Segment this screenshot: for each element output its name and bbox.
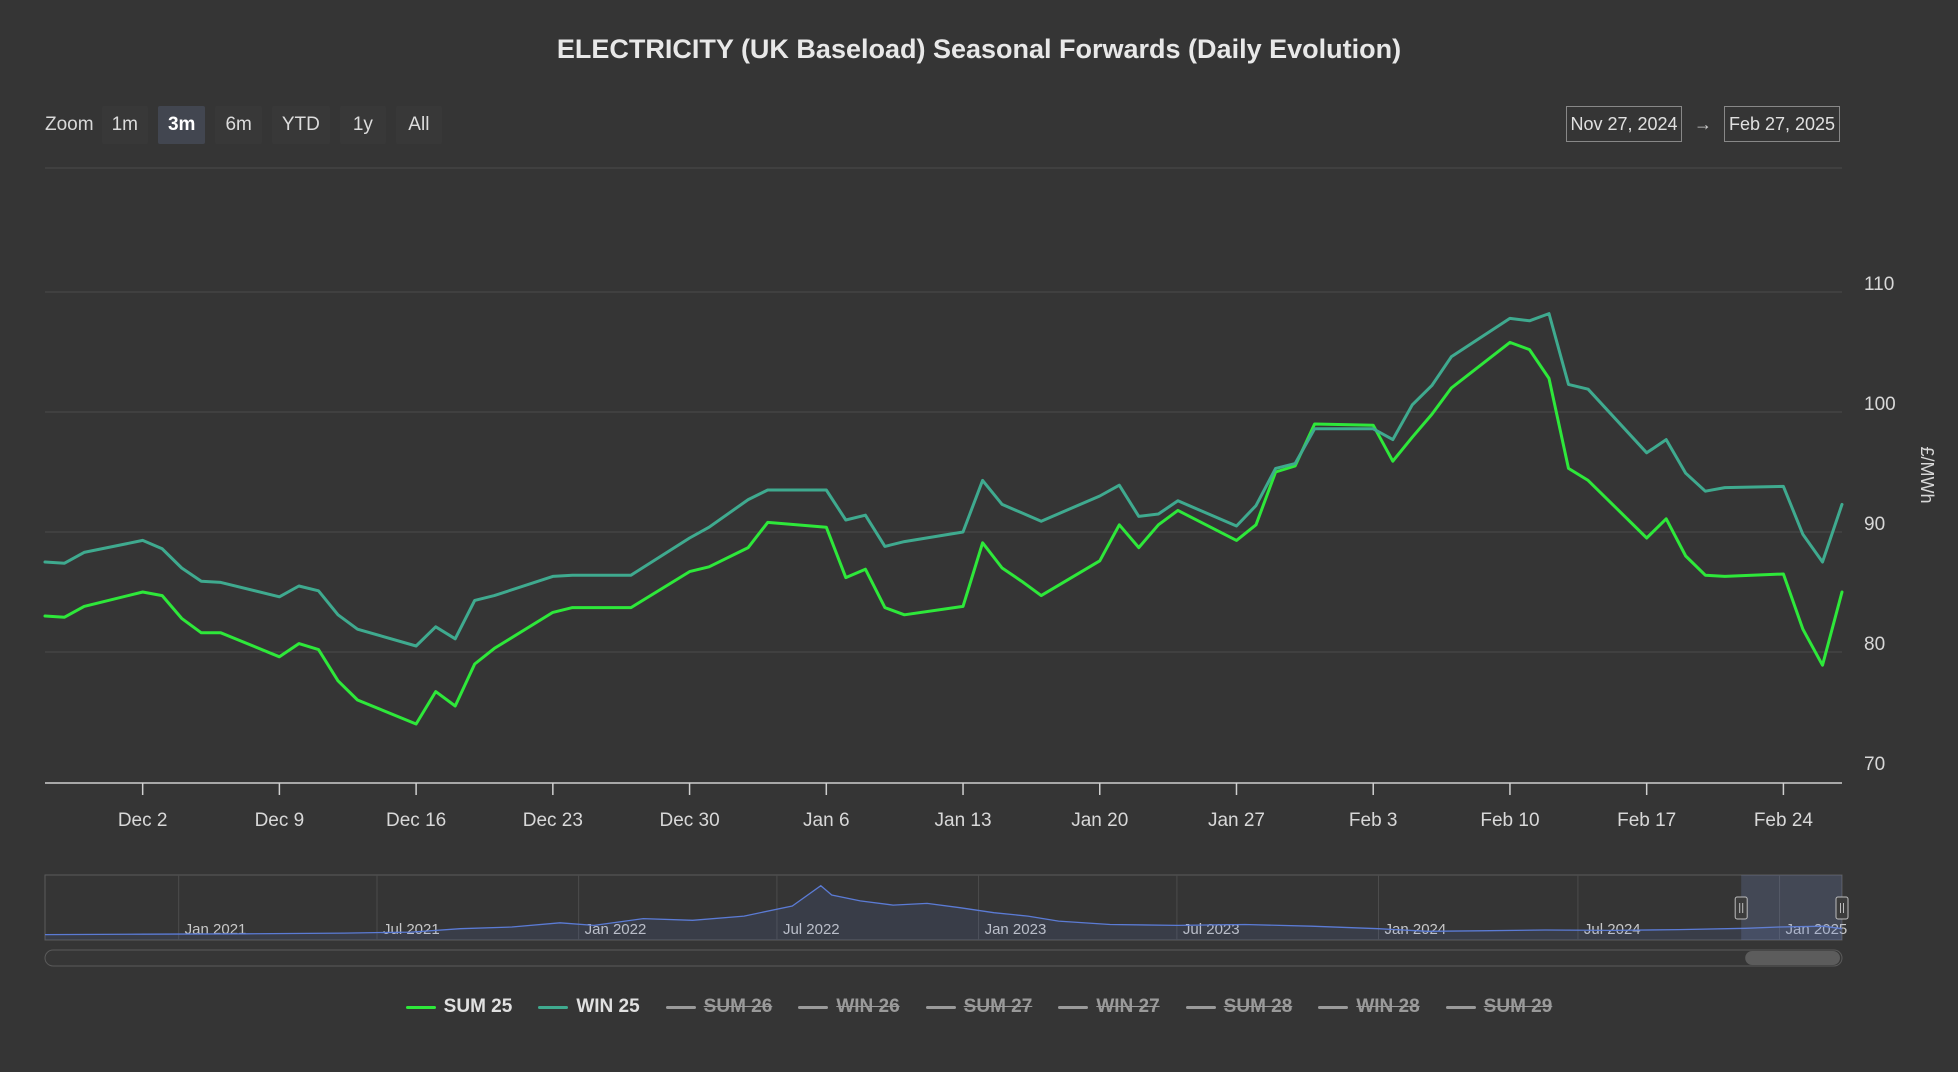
range-from-input[interactable] <box>1566 106 1682 142</box>
y-axis-title: £/MWh <box>1917 446 1937 503</box>
zoom-label: Zoom <box>45 114 94 135</box>
navigator-tick-label: Jul 2022 <box>783 921 840 938</box>
legend-label: SUM 28 <box>1223 996 1293 1017</box>
legend-item-win-25[interactable]: WIN 25 <box>538 996 640 1018</box>
legend-label: WIN 26 <box>836 996 900 1017</box>
legend-item-sum-25[interactable]: SUM 25 <box>405 996 513 1018</box>
y-tick-label: 80 <box>1864 634 1885 655</box>
navigator-tick-label: Jan 2022 <box>585 921 647 938</box>
legend-swatch <box>1445 1005 1476 1009</box>
legend: SUM 25 WIN 25 SUM 26 WIN 26 SUM 27 WIN 27 SUM … <box>0 996 1958 1018</box>
x-tick-label: Feb 24 <box>1754 810 1814 831</box>
x-tick-label: Jan 6 <box>803 810 849 831</box>
legend-swatch <box>538 1005 569 1009</box>
range-to-input[interactable] <box>1724 106 1840 142</box>
x-tick-label: Jan 13 <box>935 810 992 831</box>
x-tick-label: Dec 23 <box>523 810 583 831</box>
zoom-button-3m[interactable]: 3m <box>157 106 206 144</box>
x-tick-label: Dec 9 <box>255 810 305 831</box>
scrollbar-thumb[interactable] <box>1745 951 1840 965</box>
navigator-tick-label: Jul 2024 <box>1584 921 1641 938</box>
legend-label: WIN 25 <box>576 996 640 1017</box>
legend-item-win-27[interactable]: WIN 27 <box>1058 996 1160 1018</box>
zoom-button-1m[interactable]: 1m <box>101 106 148 144</box>
zoom-button-6m[interactable]: 6m <box>215 106 262 144</box>
legend-item-sum-27[interactable]: SUM 27 <box>925 996 1033 1018</box>
x-tick-label: Feb 3 <box>1349 810 1398 831</box>
legend-swatch <box>925 1005 956 1009</box>
legend-item-sum-26[interactable]: SUM 26 <box>665 996 773 1018</box>
legend-label: WIN 27 <box>1096 996 1160 1017</box>
legend-item-win-26[interactable]: WIN 26 <box>798 996 900 1018</box>
legend-label: SUM 29 <box>1483 996 1553 1017</box>
legend-label: SUM 27 <box>963 996 1033 1017</box>
zoom-button-all[interactable]: All <box>395 106 442 144</box>
navigator-tick-label: Jan 2023 <box>985 921 1047 938</box>
zoom-selector: Zoom 1m 3m 6m YTD 1y All <box>45 106 452 144</box>
scrollbar-track[interactable] <box>44 949 1843 967</box>
y-tick-label: 110 <box>1864 274 1894 295</box>
navigator-tick-label: Jan 2025 <box>1786 921 1848 938</box>
navigator-handle-left[interactable] <box>1734 896 1748 920</box>
legend-item-sum-28[interactable]: SUM 28 <box>1185 996 1293 1018</box>
legend-label: WIN 28 <box>1356 996 1420 1017</box>
navigator-handle-right[interactable] <box>1835 896 1849 920</box>
x-tick-label: Jan 27 <box>1208 810 1265 831</box>
legend-label: SUM 26 <box>703 996 773 1017</box>
chart-title: ELECTRICITY (UK Baseload) Seasonal Forwa… <box>556 34 1402 64</box>
y-tick-label: 70 <box>1864 754 1885 775</box>
legend-swatch <box>1058 1005 1089 1009</box>
legend-swatch <box>665 1005 696 1009</box>
legend-item-win-28[interactable]: WIN 28 <box>1318 996 1420 1018</box>
legend-swatch <box>798 1005 829 1009</box>
navigator-tick-label: Jul 2021 <box>383 921 440 938</box>
x-tick-label: Dec 16 <box>386 810 446 831</box>
series-line-win-25 <box>43 312 1844 648</box>
range-arrow: → <box>1694 113 1712 134</box>
series-line-sum-25 <box>43 340 1844 726</box>
navigator-tick-label: Jan 2024 <box>1385 921 1447 938</box>
x-tick-label: Feb 10 <box>1480 810 1539 831</box>
navigator-series-line <box>44 884 1843 936</box>
x-tick-label: Jan 20 <box>1071 810 1128 831</box>
legend-item-sum-29[interactable]: SUM 29 <box>1445 996 1553 1018</box>
navigator-area <box>45 885 1842 940</box>
y-tick-label: 100 <box>1864 394 1896 415</box>
legend-swatch <box>1318 1005 1349 1009</box>
zoom-buttons: 1m 3m 6m YTD 1y All <box>101 106 452 144</box>
navigator-selection <box>1741 875 1842 940</box>
date-range-selector: → <box>1566 106 1840 142</box>
x-tick-label: Feb 17 <box>1617 810 1676 831</box>
x-tick-label: Dec 2 <box>118 810 168 831</box>
zoom-button-1y[interactable]: 1y <box>339 106 386 144</box>
x-tick-label: Dec 30 <box>659 810 719 831</box>
legend-swatch <box>1185 1005 1216 1009</box>
legend-label: SUM 25 <box>443 996 513 1017</box>
zoom-button-ytd[interactable]: YTD <box>271 106 330 144</box>
legend-swatch <box>405 1005 436 1009</box>
y-tick-label: 90 <box>1864 514 1885 535</box>
